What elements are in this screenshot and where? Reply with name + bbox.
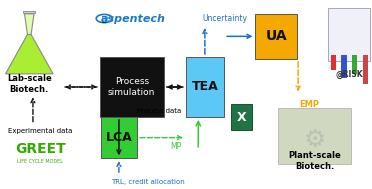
Bar: [362, 55, 368, 84]
Text: @RISK: @RISK: [336, 70, 363, 79]
Bar: [352, 55, 357, 74]
Text: Uncertainty: Uncertainty: [202, 14, 247, 23]
Text: Experimental data: Experimental data: [8, 128, 73, 134]
Text: Lab-scale
Biotech.: Lab-scale Biotech.: [7, 74, 52, 94]
Text: GREET: GREET: [15, 142, 65, 156]
Text: LCA: LCA: [106, 131, 132, 144]
Text: X: X: [237, 111, 246, 124]
Text: LIFE CYCLE MODEL: LIFE CYCLE MODEL: [17, 159, 63, 164]
Bar: [23, 11, 35, 13]
Text: Process
simulation: Process simulation: [108, 77, 155, 97]
FancyBboxPatch shape: [328, 8, 371, 61]
Polygon shape: [25, 14, 34, 34]
Text: aspentech: aspentech: [101, 14, 166, 23]
Text: 🌳: 🌳: [102, 15, 106, 22]
Bar: [341, 55, 347, 78]
FancyBboxPatch shape: [100, 57, 164, 117]
Text: ⚙: ⚙: [304, 128, 326, 152]
Polygon shape: [6, 34, 53, 74]
Text: EMP: EMP: [299, 100, 319, 109]
Bar: [331, 55, 336, 70]
FancyBboxPatch shape: [278, 108, 351, 164]
Text: TRL, credit allocation: TRL, credit allocation: [111, 179, 185, 185]
FancyBboxPatch shape: [231, 104, 251, 130]
FancyBboxPatch shape: [186, 57, 224, 117]
FancyBboxPatch shape: [100, 117, 137, 158]
Text: MP: MP: [170, 142, 181, 151]
Text: TEA: TEA: [192, 81, 218, 94]
FancyBboxPatch shape: [255, 14, 297, 59]
Text: Process data: Process data: [137, 108, 181, 114]
Text: UA: UA: [265, 29, 287, 43]
Text: Plant-scale
Biotech.: Plant-scale Biotech.: [288, 151, 341, 171]
